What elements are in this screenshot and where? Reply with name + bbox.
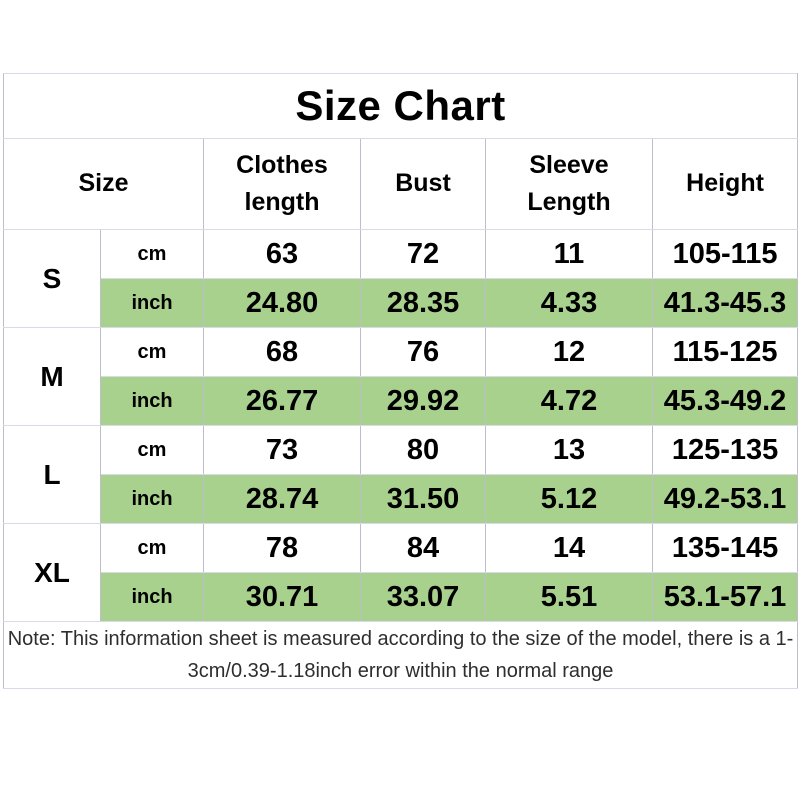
value-cell: 14 <box>485 523 653 573</box>
unit-label: cm <box>100 327 204 377</box>
value-cell: 29.92 <box>360 376 486 426</box>
unit-label: inch <box>100 572 204 622</box>
column-header-bust: Bust <box>360 138 486 230</box>
value-cell: 28.74 <box>203 474 361 524</box>
value-cell: 84 <box>360 523 486 573</box>
value-cell: 125-135 <box>651 425 799 475</box>
table-row-l-inch: inch 28.74 31.50 5.12 49.2-53.1 <box>4 474 799 524</box>
value-cell: 4.33 <box>485 278 653 328</box>
size-label-l: L <box>3 425 101 524</box>
value-cell: 105-115 <box>651 229 799 279</box>
value-cell: 31.50 <box>360 474 486 524</box>
value-cell: 53.1-57.1 <box>651 572 799 622</box>
value-cell: 5.51 <box>485 572 653 622</box>
value-cell: 28.35 <box>360 278 486 328</box>
value-cell: 68 <box>203 327 361 377</box>
value-cell: 26.77 <box>203 376 361 426</box>
table-row-s-inch: inch 24.80 28.35 4.33 41.3-45.3 <box>4 278 799 328</box>
table-row-l-cm: L cm 73 80 13 125-135 <box>3 425 799 524</box>
value-cell: 24.80 <box>203 278 361 328</box>
value-cell: 72 <box>360 229 486 279</box>
table-row-xl-inch: inch 30.71 33.07 5.51 53.1-57.1 <box>4 572 799 622</box>
value-cell: 45.3-49.2 <box>651 376 799 426</box>
value-cell: 80 <box>360 425 486 475</box>
value-cell: 135-145 <box>651 523 799 573</box>
unit-label: inch <box>100 474 204 524</box>
value-cell: 49.2-53.1 <box>651 474 799 524</box>
size-label-s: S <box>3 229 101 328</box>
table-row-m-inch: inch 26.77 29.92 4.72 45.3-49.2 <box>4 376 799 426</box>
column-header-row: Size Clothes length Bust Sleeve Length H… <box>3 138 799 230</box>
value-cell: 13 <box>485 425 653 475</box>
unit-label: cm <box>100 523 204 573</box>
unit-label: inch <box>100 376 204 426</box>
unit-label: cm <box>100 229 204 279</box>
size-label-m: M <box>3 327 101 426</box>
table-row-s-cm: S cm 63 72 11 105-115 <box>3 229 799 328</box>
unit-label: cm <box>100 425 204 475</box>
value-cell: 5.12 <box>485 474 653 524</box>
size-chart-table: Size Chart Size Clothes length Bust Slee… <box>2 73 799 689</box>
value-cell: 73 <box>203 425 361 475</box>
value-cell: 63 <box>203 229 361 279</box>
note-text: Note: This information sheet is measured… <box>2 621 799 689</box>
value-cell: 30.71 <box>203 572 361 622</box>
column-header-size: Size <box>3 138 204 230</box>
page-title: Size Chart <box>2 73 799 139</box>
column-header-sleeve-length: Sleeve Length <box>485 138 653 230</box>
value-cell: 4.72 <box>485 376 653 426</box>
column-header-height: Height <box>651 138 799 230</box>
table-row-m-cm: M cm 68 76 12 115-125 <box>3 327 799 426</box>
value-cell: 11 <box>485 229 653 279</box>
column-header-clothes-length: Clothes length <box>203 138 361 230</box>
size-chart-table-wrapper: Size Chart Size Clothes length Bust Slee… <box>2 73 799 689</box>
value-cell: 115-125 <box>651 327 799 377</box>
value-cell: 33.07 <box>360 572 486 622</box>
size-label-xl: XL <box>3 523 101 622</box>
unit-label: inch <box>100 278 204 328</box>
value-cell: 12 <box>485 327 653 377</box>
value-cell: 78 <box>203 523 361 573</box>
title-row: Size Chart <box>2 73 799 139</box>
value-cell: 76 <box>360 327 486 377</box>
table-row-xl-cm: XL cm 78 84 14 135-145 <box>3 523 799 622</box>
value-cell: 41.3-45.3 <box>651 278 799 328</box>
note-row: Note: This information sheet is measured… <box>2 621 799 689</box>
